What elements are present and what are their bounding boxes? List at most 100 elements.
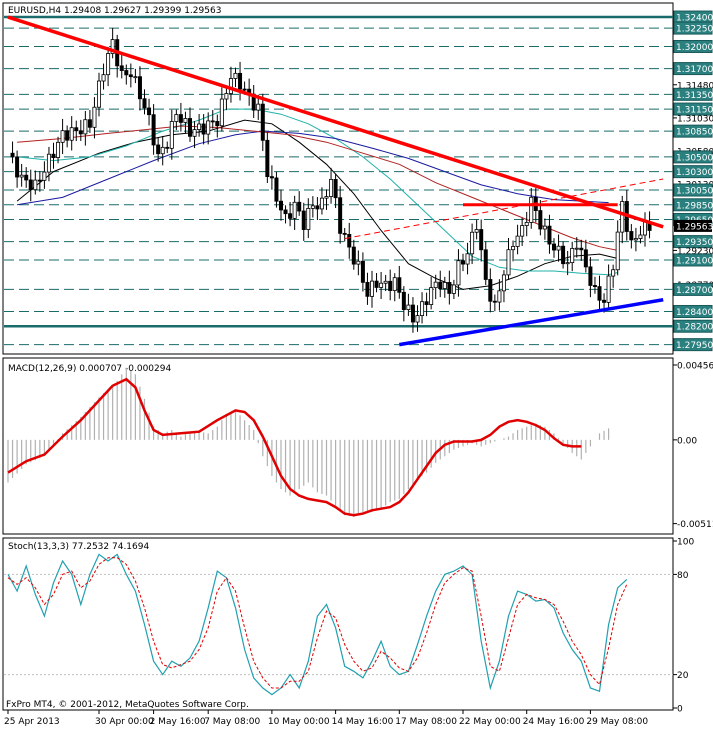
candle-body <box>288 213 293 219</box>
price-panel-frame <box>2 2 674 355</box>
candle-body <box>629 231 634 241</box>
candle-body <box>429 287 434 305</box>
resistance-trendline <box>7 15 664 229</box>
price-tag-label: 1.32250 <box>676 25 713 35</box>
candle-body <box>492 300 497 303</box>
candle-body <box>324 196 329 199</box>
price-tag-label: 1.29100 <box>676 256 713 266</box>
price-tag-label: 1.28700 <box>676 286 713 296</box>
candle-body <box>552 243 557 251</box>
time-axis: 25 Apr 2013 30 Apr 00:002 May 16:007 May … <box>4 710 648 727</box>
time-tick-label: 24 May 16:00 <box>523 717 585 727</box>
candle-body <box>101 74 106 82</box>
candle-body <box>511 246 516 251</box>
candle-body <box>283 209 288 215</box>
candle-body <box>579 247 584 251</box>
copyright-text: FxPro MT4, © 2001-2012, MetaQuotes Softw… <box>6 700 249 710</box>
macd-panel-frame <box>2 357 674 535</box>
price-tag-box <box>673 124 713 138</box>
candle-body <box>19 174 24 178</box>
candle-body <box>174 114 179 122</box>
candle-body <box>142 98 147 109</box>
stoch-tick-label: 20 <box>677 671 689 681</box>
price-tag-label: 1.29850 <box>676 201 713 211</box>
price-tag-label: 1.30500 <box>676 153 713 163</box>
price-tick-label: 1.31030 <box>677 114 713 124</box>
candle-body <box>483 249 488 280</box>
candle-body <box>424 301 429 305</box>
candle-body <box>529 196 534 223</box>
price-tag-label: 1.30850 <box>676 128 713 138</box>
candle-body <box>292 201 297 219</box>
price-tag-label: 1.28400 <box>676 308 713 318</box>
candle-body <box>260 103 265 141</box>
candle-body <box>460 260 465 265</box>
candle-body <box>106 53 111 76</box>
current-price-box <box>674 219 712 232</box>
candle-body <box>178 114 183 123</box>
candle-body <box>392 277 397 291</box>
macd-signal-line <box>7 377 582 517</box>
candle-body <box>351 246 356 265</box>
time-tick-label: 10 May 00:00 <box>268 717 330 727</box>
price-tag-label: 1.29350 <box>676 238 713 248</box>
price-tag-box <box>673 235 713 249</box>
candle-body <box>615 231 620 271</box>
candle-body <box>274 177 279 202</box>
candle-body <box>269 176 274 179</box>
price-tag-box <box>673 39 713 53</box>
stoch-panel-frame <box>2 537 674 711</box>
candle-body <box>315 205 320 210</box>
candle-body <box>124 70 129 76</box>
candle-body <box>465 253 470 265</box>
resistance-trendline <box>344 178 664 240</box>
candle-body <box>242 88 247 91</box>
candle-body <box>15 156 20 178</box>
candle-body <box>574 247 579 250</box>
candle-body <box>347 234 352 248</box>
candle-body <box>297 201 302 212</box>
candle-body <box>301 210 306 230</box>
candle-body <box>470 231 475 255</box>
candle-body <box>87 119 92 128</box>
candle-body <box>497 290 502 303</box>
candle-body <box>69 127 74 141</box>
price-tag-box <box>673 319 713 333</box>
candle-body <box>356 260 361 265</box>
candle-body <box>451 284 456 294</box>
candle-body <box>183 118 188 123</box>
current-price-label: 1.29563 <box>676 222 713 232</box>
candle-body <box>265 139 270 178</box>
candle-body <box>638 234 643 239</box>
stoch-tick-label: 100 <box>677 538 694 548</box>
candle-body <box>611 269 616 277</box>
stoch-k-line <box>7 553 628 696</box>
candle-body <box>556 245 561 251</box>
support-trendline <box>399 298 664 347</box>
candle-body <box>456 260 461 286</box>
candle-body <box>147 107 152 116</box>
price-tag-box <box>673 253 713 267</box>
candle-body <box>60 130 65 143</box>
candle-body <box>447 282 452 294</box>
time-tick-label: 17 May 08:00 <box>395 717 457 727</box>
price-tag-label: 1.30050 <box>676 187 713 197</box>
candle-body <box>224 93 229 100</box>
candle-body <box>128 74 133 78</box>
candle-body <box>592 285 597 287</box>
candle-body <box>383 280 388 284</box>
time-tick-label: 30 Apr 00:00 <box>95 717 154 727</box>
candle-body <box>65 130 70 141</box>
candle-body <box>602 299 607 303</box>
time-tick-label: 7 May 08:00 <box>204 717 260 727</box>
price-tag-box <box>673 102 713 116</box>
price-panel-header: EURUSD,H4 1.29408 1.29627 1.29399 1.2956… <box>8 6 221 16</box>
candle-body <box>620 201 625 233</box>
candle-body <box>56 141 61 159</box>
time-tick-label: 14 May 16:00 <box>332 717 394 727</box>
price-tag-box <box>673 338 713 352</box>
candle-body <box>433 281 438 289</box>
candle-body <box>210 120 215 123</box>
macd-panel: MACD(12,26,9) 0.000707 -0.000294 0.00456… <box>2 357 713 535</box>
